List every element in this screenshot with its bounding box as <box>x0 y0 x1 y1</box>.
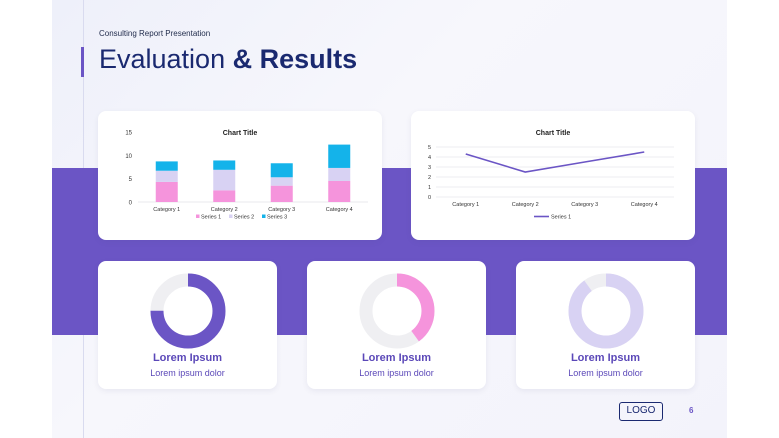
x-tick-label: Category 1 <box>153 207 180 213</box>
series-line <box>465 151 645 173</box>
x-tick-label: Category 4 <box>326 207 353 213</box>
title-bold: & Results <box>232 44 358 74</box>
page-number: 6 <box>689 406 694 415</box>
card-heading: Lorem Ipsum <box>361 352 432 364</box>
y-tick-label: 5 <box>428 145 431 151</box>
legend-label: Series 1 <box>551 215 571 221</box>
y-tick-label: 1 <box>428 185 431 191</box>
legend-label: Series 2 <box>234 215 254 221</box>
bar-segment <box>328 181 351 202</box>
bar-chart: Chart Title 0 5 10 15 Category 1 Category 2 Cat… <box>125 130 368 221</box>
x-tick-label: Category 2 <box>211 207 238 213</box>
y-tick-label: 2 <box>428 175 431 181</box>
card-text: Lorem ipsum dolor <box>150 368 225 378</box>
legend-label: Series 1 <box>201 215 221 221</box>
line-chart-card: Chart Title 0 1 2 3 4 5 Category 1 Category 2 Cat… <box>411 111 695 240</box>
chart-title: Chart Title <box>536 130 571 137</box>
bar-segment <box>155 170 178 182</box>
chart-title: Chart Title <box>223 130 258 137</box>
card-heading: Lorem Ipsum <box>570 352 641 364</box>
title-accent-bar <box>81 47 84 77</box>
y-tick-label: 3 <box>428 165 431 171</box>
x-tick-label: Category 3 <box>268 207 295 213</box>
donut-card-2: Lorem Ipsum Lorem ipsum dolor <box>307 261 486 389</box>
x-tick-label: Category 2 <box>512 202 539 208</box>
x-tick-label: Category 1 <box>452 202 479 208</box>
donut-chart-2 <box>359 273 434 349</box>
bar-segment <box>270 185 293 202</box>
donut-card-3: Lorem Ipsum Lorem ipsum dolor <box>516 261 695 389</box>
logo: LOGO <box>619 402 663 421</box>
page-title: Evaluation & Results <box>99 44 357 75</box>
y-tick-label: 10 <box>125 154 132 160</box>
legend-swatch <box>262 214 266 218</box>
card-heading: Lorem Ipsum <box>152 352 223 364</box>
bar-segment <box>328 167 351 181</box>
card-text: Lorem ipsum dolor <box>359 368 434 378</box>
x-tick-label: Category 4 <box>631 202 658 208</box>
bar-segment <box>270 177 293 186</box>
y-tick-label: 15 <box>125 131 132 137</box>
y-tick-label: 4 <box>428 155 431 161</box>
title-plain: Evaluation <box>99 44 233 74</box>
y-tick-label: 5 <box>129 177 133 183</box>
x-tick-label: Category 3 <box>571 202 598 208</box>
bar-segment <box>155 161 178 171</box>
y-tick-label: 0 <box>428 195 431 201</box>
bar-segment <box>213 190 236 202</box>
presentation-subtitle: Consulting Report Presentation <box>99 29 211 38</box>
bar-chart-card: Chart Title 0 5 10 15 Category 1 Category 2 Cat… <box>98 111 382 240</box>
bar-segment <box>270 163 293 178</box>
donut-card-1: Lorem Ipsum Lorem ipsum dolor <box>98 261 277 389</box>
y-tick-label: 0 <box>129 201 133 207</box>
donut-chart-1 <box>150 273 225 349</box>
bar-segment <box>155 181 178 202</box>
bar-segment <box>213 160 236 170</box>
donut-chart-3 <box>568 273 643 349</box>
bar-segment <box>328 144 351 168</box>
legend-label: Series 3 <box>267 215 287 221</box>
bar-segment <box>213 169 236 191</box>
legend-swatch <box>196 214 200 218</box>
line-chart: Chart Title 0 1 2 3 4 5 Category 1 Category 2 Cat… <box>428 130 674 221</box>
donut-arc <box>359 273 434 349</box>
card-text: Lorem ipsum dolor <box>568 368 643 378</box>
donut-arc <box>568 273 643 349</box>
legend-swatch <box>229 214 233 218</box>
donut-arc <box>150 273 225 349</box>
